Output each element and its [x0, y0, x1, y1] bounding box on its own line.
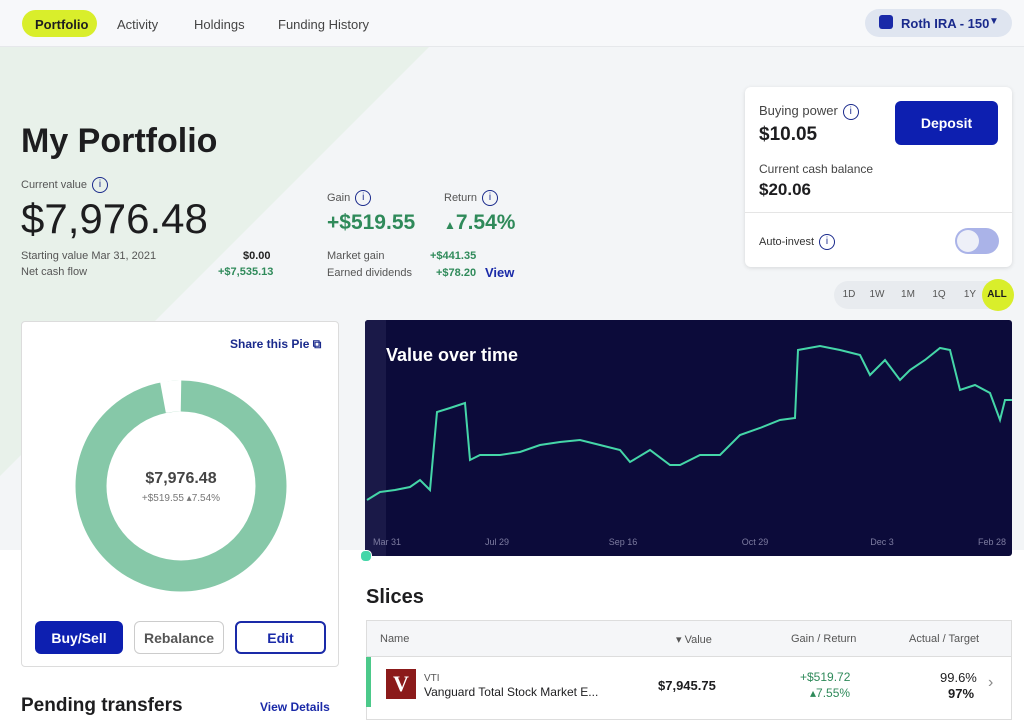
cash-balance: $20.06 — [759, 180, 811, 199]
return: ▲7.54% — [444, 211, 515, 235]
chart-title: Value over time — [386, 345, 519, 365]
fund-name[interactable]: Vanguard Total Stock Market E... — [424, 685, 599, 699]
current-value: $7,976.48 — [21, 195, 208, 242]
view-link[interactable]: View — [485, 265, 515, 280]
nav-bar — [0, 0, 1024, 47]
share-link[interactable]: Share this Pie ⧉ — [230, 337, 322, 351]
range-button[interactable]: 1M — [901, 289, 915, 300]
x-label: Feb 28 — [977, 537, 1007, 547]
label: Current cash balance — [759, 162, 874, 176]
deposit-button[interactable]: Deposit — [895, 101, 998, 145]
label-text: Auto-invest — [759, 235, 815, 248]
gain: +$519.55 — [327, 211, 416, 234]
tab[interactable]: Portfolio — [35, 17, 89, 32]
account-icon — [879, 15, 893, 29]
pie-gain: +$519.55 ▴7.54% — [141, 493, 221, 504]
buy-sell-button[interactable]: Buy/Sell — [35, 621, 123, 654]
donut — [75, 380, 287, 592]
column-header[interactable]: Gain / Return — [791, 633, 857, 645]
value: $0.00 — [243, 250, 271, 262]
x-label: Mar 31 — [372, 537, 401, 547]
range-button[interactable]: ALL — [987, 289, 1007, 300]
edit-button[interactable]: Edit — [235, 621, 326, 654]
rebalance-button[interactable]: Rebalance — [134, 621, 224, 654]
info-icon[interactable]: i — [482, 190, 499, 206]
row-actual: 99.6% — [940, 670, 977, 685]
tab[interactable]: Funding History — [278, 17, 370, 32]
pie-value: $7,976.48 — [145, 470, 217, 487]
column-header[interactable]: Name — [380, 633, 410, 645]
up-arrow: ▲ — [444, 218, 456, 232]
divider — [745, 212, 1012, 213]
buying-power: $10.05 — [759, 124, 818, 145]
tab-active-bg — [22, 10, 97, 37]
column-header-text[interactable]: Value — [684, 634, 712, 646]
range-button[interactable]: 1Q — [932, 289, 946, 300]
value: +$78.20 — [436, 267, 477, 279]
pie-gain-value: +$519.55 — [141, 493, 184, 504]
x-label: Oct 29 — [741, 537, 769, 547]
x-label: Jul 29 — [484, 537, 510, 547]
row-value: $7,945.75 — [658, 678, 716, 693]
pie-return: 7.54% — [191, 493, 221, 504]
column-header[interactable]: Actual / Target — [909, 633, 980, 645]
return-value: 7.54% — [455, 211, 516, 234]
range-active-bg — [982, 279, 1014, 311]
label-text: Buying power — [759, 103, 838, 118]
tab[interactable]: Activity — [117, 17, 159, 32]
label-text: Gain — [327, 191, 351, 204]
value: +$7,535.13 — [218, 266, 274, 278]
toggle-knob — [957, 230, 979, 252]
column-header[interactable]: ▾ Value — [676, 634, 712, 646]
range-button[interactable]: 1Y — [963, 289, 977, 300]
label: Current value i — [21, 177, 109, 193]
row-gain: +$519.72 — [800, 670, 851, 684]
label: Return i — [444, 190, 499, 206]
value: +$441.35 — [430, 250, 477, 262]
caret: ▼ — [989, 16, 999, 27]
ticker: VTI — [424, 673, 440, 684]
label: Earned dividends — [327, 267, 413, 279]
x-label: Sep 16 — [608, 537, 638, 547]
page-title: My Portfolio — [21, 122, 218, 160]
account-name[interactable]: Roth IRA - 150 — [901, 16, 990, 31]
tab[interactable]: Holdings — [194, 17, 245, 32]
range-button[interactable]: 1W — [869, 289, 885, 300]
row-return: ▴7.55% — [810, 686, 851, 700]
row-target: 97% — [948, 686, 975, 701]
label: Buying power i — [759, 103, 859, 120]
info-icon[interactable]: i — [819, 234, 836, 250]
label: Gain i — [327, 190, 372, 206]
chart-panel: Value over time Mar 31 Jul 29 Sep 16 Oct 29… — [365, 320, 1012, 556]
label: Starting value Mar 31, 2021 — [21, 250, 157, 262]
label-text: Current value — [21, 178, 88, 191]
label-text: Return — [444, 191, 478, 204]
info-icon[interactable]: i — [842, 103, 859, 120]
info-icon[interactable]: i — [92, 177, 109, 193]
pending-title: Pending transfers — [21, 695, 183, 716]
row-return-value: 7.55% — [816, 686, 851, 700]
x-label: Dec 3 — [870, 537, 894, 547]
info-icon[interactable]: i — [355, 190, 372, 206]
value-line — [366, 344, 1012, 501]
slices-title: Slices — [366, 586, 424, 608]
range-button[interactable]: 1D — [842, 289, 856, 300]
label: Net cash flow — [21, 266, 88, 278]
table-header — [367, 621, 1011, 657]
row-chevron[interactable]: › — [988, 674, 994, 691]
label: Auto-invest i — [759, 234, 836, 250]
pending-link[interactable]: View Details — [260, 700, 330, 714]
share-text[interactable]: Share this Pie — [230, 337, 310, 351]
label: Market gain — [327, 250, 385, 262]
fund-logo: V — [386, 669, 416, 699]
row-marker — [366, 657, 371, 707]
chart-handle[interactable] — [360, 550, 372, 562]
